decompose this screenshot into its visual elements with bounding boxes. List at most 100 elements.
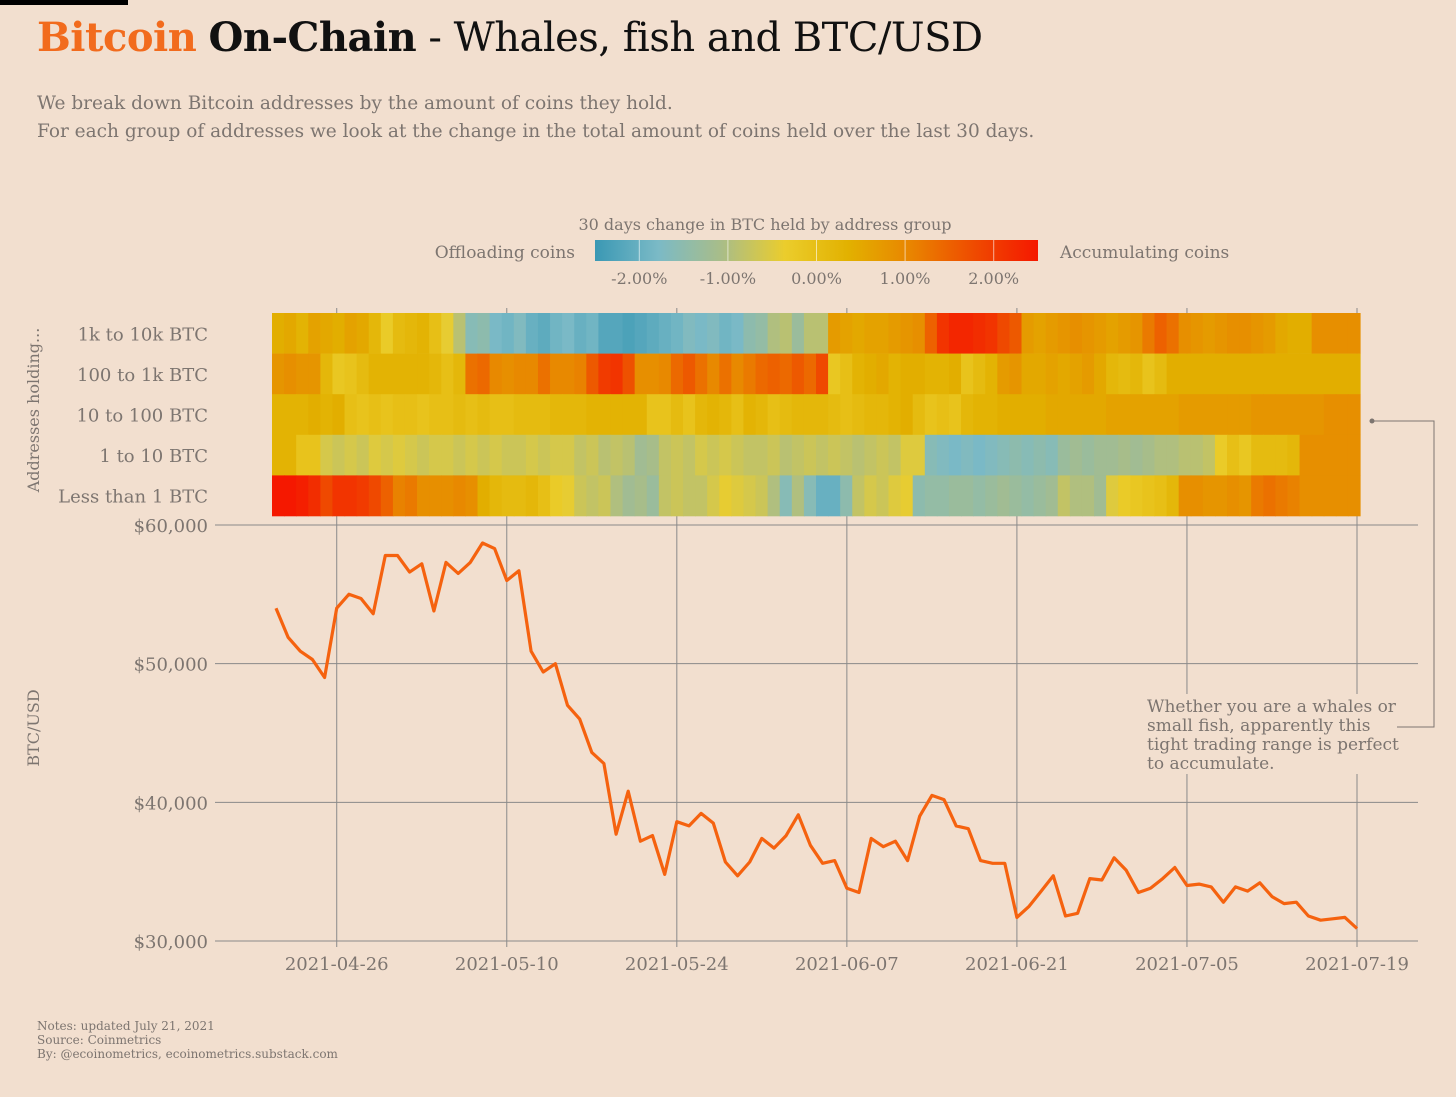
heatmap-cell xyxy=(755,475,769,517)
heatmap-cell xyxy=(308,353,321,395)
heatmap-cell xyxy=(610,394,624,436)
heatmap-cell xyxy=(1251,394,1264,436)
heatmap-cell xyxy=(1190,434,1204,476)
heatmap-cell xyxy=(658,394,672,436)
heatmap-cell xyxy=(1275,313,1289,354)
heatmap-cell xyxy=(888,434,902,476)
heatmap-cell xyxy=(634,475,648,517)
heatmap-cell xyxy=(840,353,853,395)
heatmap-cell xyxy=(1045,394,1059,436)
heatmap-cell xyxy=(646,434,660,476)
heatmap-cell xyxy=(803,434,817,476)
heatmap-cell xyxy=(574,313,587,354)
annotation-line: Whether you are a whales or xyxy=(1147,697,1397,717)
heatmap-cell xyxy=(284,313,297,354)
heatmap-cell xyxy=(816,475,829,517)
heatmap-cell xyxy=(429,394,442,436)
heatmap-cell xyxy=(1142,394,1156,436)
heatmap-cell xyxy=(1335,475,1349,517)
heatmap-cell xyxy=(1009,313,1023,354)
heatmap-cell xyxy=(610,434,624,476)
heatmap-cell xyxy=(344,434,358,476)
heatmap-cell xyxy=(731,394,745,436)
heatmap-cell xyxy=(453,313,467,354)
heatmap-cell xyxy=(1130,394,1143,436)
heatmap-cell xyxy=(1142,353,1156,395)
heatmap-cell xyxy=(368,353,382,395)
heatmap-cell xyxy=(936,353,950,395)
heatmap-cell xyxy=(441,434,454,476)
heatmap-cell xyxy=(610,313,624,354)
heatmap-cell xyxy=(537,353,551,395)
heatmap-cell xyxy=(1202,353,1216,395)
heatmap-cell xyxy=(622,353,636,395)
heatmap-cell xyxy=(1118,434,1131,476)
heatmap-cell xyxy=(695,394,708,436)
heatmap-cell xyxy=(803,353,817,395)
heatmap-cell xyxy=(1154,313,1168,354)
heatmap-cell xyxy=(404,475,418,517)
heatmap-cell xyxy=(816,434,829,476)
x-tick-label: 2021-05-10 xyxy=(455,954,559,975)
heatmap-cell xyxy=(900,353,914,395)
heatmap-cell xyxy=(1130,353,1143,395)
heatmap-cell xyxy=(550,394,563,436)
legend-title: 30 days change in BTC held by address gr… xyxy=(578,215,951,234)
heatmap-cell xyxy=(489,475,503,517)
heatmap-cell xyxy=(622,475,636,517)
heatmap-cell xyxy=(948,475,962,517)
heatmap-cell xyxy=(876,353,890,395)
heatmap-cell xyxy=(1178,475,1192,517)
heatmap-cell xyxy=(791,475,805,517)
heatmap-cell xyxy=(1214,313,1228,354)
heatmap-cell xyxy=(1094,434,1107,476)
top-accent-bar xyxy=(0,0,128,5)
heatmap-cell xyxy=(1094,313,1107,354)
heatmap-cell xyxy=(634,313,648,354)
heatmap-cell xyxy=(320,475,334,517)
heatmap-cell xyxy=(646,394,660,436)
heatmap-cell xyxy=(731,434,745,476)
heatmap-cell xyxy=(1106,475,1119,517)
heatmap-cell xyxy=(380,353,394,395)
heatmap-cell xyxy=(1069,394,1083,436)
heatmap-cell xyxy=(429,313,442,354)
heatmap-cell xyxy=(767,394,781,436)
heatmap-cell xyxy=(1166,394,1180,436)
heatmap-cell xyxy=(1251,313,1264,354)
heatmap-cell xyxy=(1287,475,1301,517)
heatmap-cell xyxy=(852,353,865,395)
heatmap-cell xyxy=(1323,313,1337,354)
heatmap-cell xyxy=(417,475,430,517)
heatmap-cell xyxy=(1227,434,1240,476)
title-brand: Bitcoin xyxy=(37,14,197,61)
heatmap-cell xyxy=(1045,353,1059,395)
heatmap-cell xyxy=(465,353,479,395)
annotation-connector xyxy=(1372,420,1435,728)
heatmap-cell xyxy=(985,394,998,436)
heatmap-cell xyxy=(501,353,515,395)
heatmap-cell xyxy=(525,475,539,517)
page-title: Bitcoin On-Chain - Whales, fish and BTC/… xyxy=(37,14,983,61)
heatmap-cell xyxy=(1214,394,1228,436)
heatmap-cell xyxy=(1142,313,1156,354)
heatmap-cell xyxy=(1239,394,1252,436)
heatmap-cell xyxy=(719,434,732,476)
heatmap-cell xyxy=(1202,475,1216,517)
heatmap-cell xyxy=(574,475,587,517)
heatmap-cell xyxy=(985,475,998,517)
heatmap-cell xyxy=(622,434,636,476)
heatmap-cell xyxy=(1275,394,1289,436)
heatmap-cell xyxy=(1227,313,1240,354)
heatmap-cell xyxy=(1021,475,1035,517)
heatmap-cell xyxy=(1190,394,1204,436)
heatmap-cell xyxy=(658,353,672,395)
heatmap-cell xyxy=(973,394,986,436)
heatmap-cell xyxy=(948,434,962,476)
heatmap-cell xyxy=(1347,475,1361,517)
heatmap-cell xyxy=(973,475,986,517)
heatmap-cell xyxy=(537,394,551,436)
heatmap-cell xyxy=(973,353,986,395)
heatmap-cell xyxy=(1239,434,1252,476)
heatmap-cell xyxy=(1033,434,1047,476)
